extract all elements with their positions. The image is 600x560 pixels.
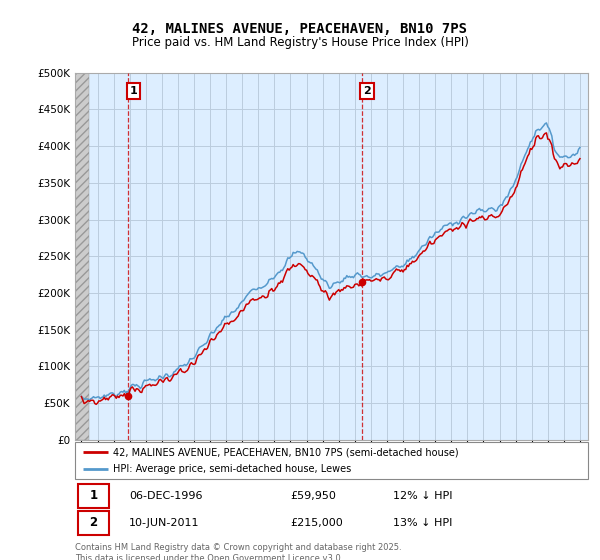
- Bar: [73, 73, 89, 440]
- Text: 1: 1: [130, 86, 137, 96]
- Text: 2: 2: [89, 516, 98, 529]
- Text: £59,950: £59,950: [290, 491, 337, 501]
- Text: 2: 2: [363, 86, 371, 96]
- Text: 42, MALINES AVENUE, PEACEHAVEN, BN10 7PS (semi-detached house): 42, MALINES AVENUE, PEACEHAVEN, BN10 7PS…: [113, 447, 459, 457]
- Text: 12% ↓ HPI: 12% ↓ HPI: [393, 491, 452, 501]
- Text: £215,000: £215,000: [290, 518, 343, 528]
- FancyBboxPatch shape: [77, 484, 109, 507]
- Text: 06-DEC-1996: 06-DEC-1996: [129, 491, 202, 501]
- Text: 10-JUN-2011: 10-JUN-2011: [129, 518, 199, 528]
- Text: 1: 1: [89, 489, 98, 502]
- Text: Contains HM Land Registry data © Crown copyright and database right 2025.
This d: Contains HM Land Registry data © Crown c…: [75, 543, 401, 560]
- Text: 13% ↓ HPI: 13% ↓ HPI: [393, 518, 452, 528]
- FancyBboxPatch shape: [75, 442, 588, 479]
- Text: 42, MALINES AVENUE, PEACEHAVEN, BN10 7PS: 42, MALINES AVENUE, PEACEHAVEN, BN10 7PS: [133, 22, 467, 36]
- FancyBboxPatch shape: [77, 511, 109, 535]
- Text: HPI: Average price, semi-detached house, Lewes: HPI: Average price, semi-detached house,…: [113, 464, 352, 474]
- Text: Price paid vs. HM Land Registry's House Price Index (HPI): Price paid vs. HM Land Registry's House …: [131, 36, 469, 49]
